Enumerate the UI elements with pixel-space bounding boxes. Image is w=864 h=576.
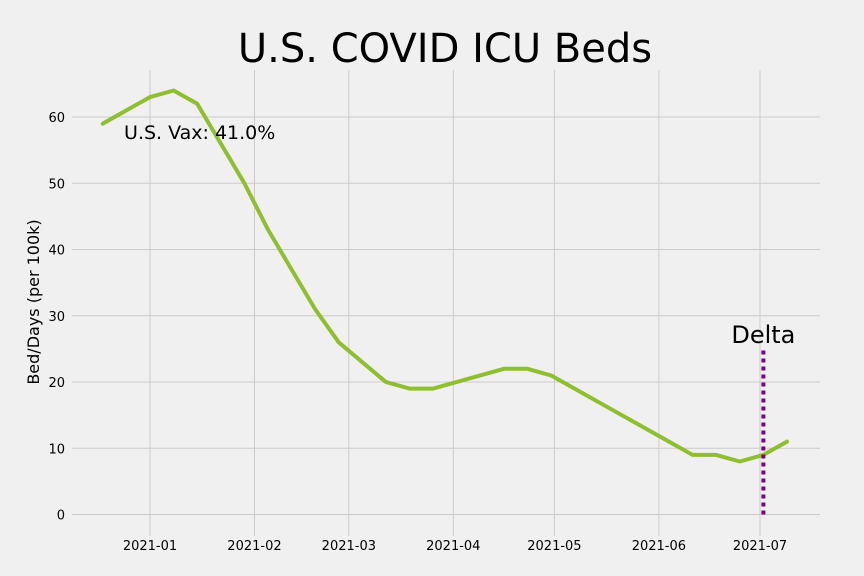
annotation-layer: U.S. Vax: 41.0% Delta xyxy=(124,122,795,515)
x-tick-label: 2021-04 xyxy=(426,539,480,554)
y-tick-label: 40 xyxy=(48,244,65,259)
y-tick-label: 20 xyxy=(48,376,65,391)
x-tick-label: 2021-07 xyxy=(733,539,787,554)
series-line xyxy=(100,88,789,464)
y-tick-label: 0 xyxy=(57,509,65,524)
x-tick-label: 2021-06 xyxy=(632,539,686,554)
y-tick-label: 50 xyxy=(48,177,65,192)
chart-title: U.S. COVID ICU Beds xyxy=(238,26,652,72)
x-tick-label: 2021-01 xyxy=(123,539,177,554)
series-layer xyxy=(100,88,789,464)
y-axis-label: Bed/Days (per 100k) xyxy=(24,219,43,384)
y-tick-label: 60 xyxy=(48,111,65,126)
x-tick-label: 2021-05 xyxy=(527,539,581,554)
vaccination-annotation: U.S. Vax: 41.0% xyxy=(124,122,275,144)
x-tick-label: 2021-02 xyxy=(227,539,281,554)
x-tick-label: 2021-03 xyxy=(322,539,376,554)
y-tick-label: 10 xyxy=(48,442,65,457)
grid xyxy=(72,70,820,536)
delta-annotation: Delta xyxy=(731,321,795,349)
y-tick-label: 30 xyxy=(48,310,65,325)
axis-layer: 0 10 20 30 40 50 60 2021-01 2021-02 2021-03 2021-0… xyxy=(48,111,787,554)
